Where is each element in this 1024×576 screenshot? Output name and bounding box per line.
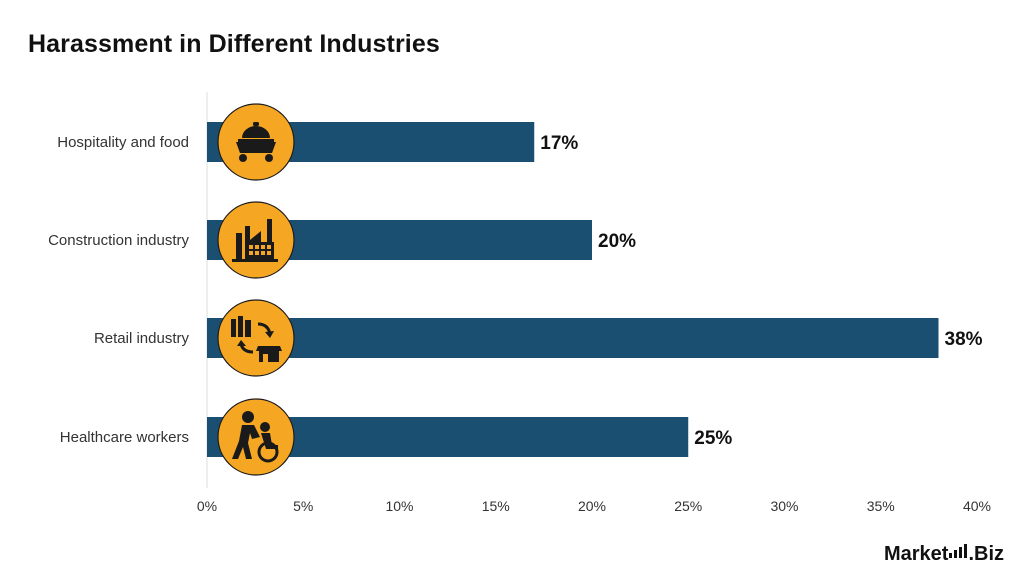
brand-bars-icon [949,544,968,558]
x-tick-label: 30% [770,498,798,514]
value-label: 25% [694,428,732,449]
retail-exchange-icon [217,299,295,377]
x-tick-label: 15% [482,498,510,514]
category-label: Hospitality and food [57,134,189,151]
x-tick-label: 20% [578,498,606,514]
brand-text-market: Market [883,543,949,565]
category-label: Retail industry [94,330,190,347]
x-tick-label: 40% [963,498,991,514]
x-tick-label: 25% [674,498,702,514]
bar [207,318,939,358]
food-cart-icon [217,103,295,181]
chart-title: Harassment in Different Industries [28,30,440,58]
value-label: 17% [540,133,578,154]
x-tick-label: 5% [293,498,313,514]
x-tick-label: 0% [197,498,217,514]
value-label: 38% [945,329,983,350]
x-tick-label: 10% [385,498,413,514]
category-label: Healthcare workers [60,429,189,446]
brand-text-biz: .Biz [968,543,1004,565]
x-tick-label: 35% [867,498,895,514]
factory-icon [217,201,295,279]
caregiver-wheelchair-icon [217,398,295,476]
brand-logo: Market .Biz [884,543,1004,566]
value-label: 20% [598,231,636,252]
category-label: Construction industry [48,232,189,249]
